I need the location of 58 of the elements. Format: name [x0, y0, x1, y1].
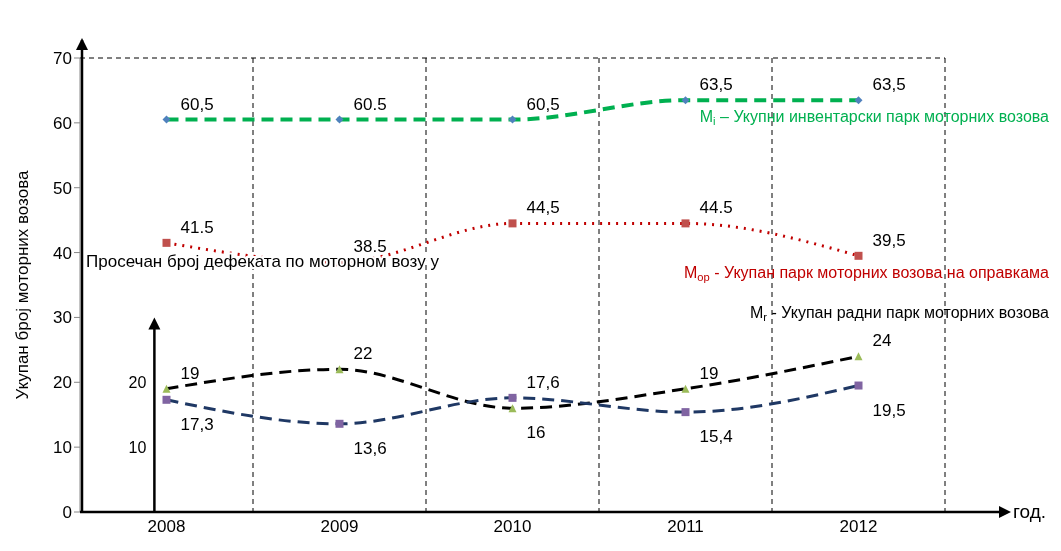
data-label: 16 [526, 423, 546, 443]
point [162, 238, 171, 247]
data-label: 24 [872, 331, 892, 351]
y-tick-label: 60 [53, 113, 72, 133]
data-label: 22 [353, 344, 373, 364]
point [508, 404, 517, 413]
x-tick-label: 2010 [493, 517, 532, 537]
data-label: 60,5 [526, 94, 560, 114]
x-tick-label: 2009 [320, 517, 359, 537]
point [508, 115, 517, 124]
data-label: 17,3 [180, 414, 214, 434]
data-label: 60,5 [180, 94, 214, 114]
point [681, 96, 690, 105]
data-label: 13,6 [353, 438, 387, 458]
data-label: 15,4 [699, 427, 733, 447]
data-label: 63,5 [699, 75, 733, 95]
x-tick-label: 2008 [147, 517, 186, 537]
point [854, 251, 863, 260]
y2-tick-label: 20 [128, 374, 147, 392]
y-tick-label: 10 [53, 438, 72, 458]
point [162, 395, 171, 404]
y-tick-label: 50 [53, 178, 72, 198]
series-label: M$_{op}$ - Укупан парк моторних возова на оправкама [683, 263, 1050, 283]
point [335, 115, 344, 124]
point [681, 219, 690, 228]
point [508, 219, 517, 228]
point [681, 384, 690, 393]
x-axis-title: год. [1013, 501, 1047, 522]
text: M$_{r}$ - Укупан радни парк моторних возова [749, 304, 1050, 324]
data-label: 39,5 [872, 230, 906, 250]
y-tick-label: 30 [53, 308, 72, 328]
y-tick-label: 20 [53, 373, 72, 393]
point [335, 419, 344, 428]
data-label: 44.5 [699, 198, 733, 218]
data-label: 19,5 [872, 400, 906, 420]
data-label: 44,5 [526, 198, 560, 218]
y-tick-label: 0 [62, 503, 72, 523]
y-tick-label: 70 [53, 49, 72, 69]
data-label: 17,6 [526, 372, 560, 392]
y-axis-title: Укупан број моторних возова [13, 170, 32, 400]
x-tick-label: 2011 [667, 517, 704, 537]
point [508, 393, 517, 402]
point [162, 384, 171, 393]
data-label: 41.5 [180, 217, 214, 237]
y2-tick-label: 10 [128, 439, 147, 457]
data-label: 19 [699, 363, 719, 383]
y-tick-label: 40 [53, 243, 72, 263]
data-label: 60.5 [353, 94, 387, 114]
point [854, 352, 863, 361]
point [335, 365, 344, 374]
point [681, 408, 690, 417]
x-tick-label: 2012 [839, 517, 878, 537]
point [854, 96, 863, 105]
series-label: M$_{i}$ – Укупни инвентарски парк моторних возова [699, 108, 1050, 127]
data-label: 63,5 [872, 75, 906, 95]
point [162, 115, 171, 124]
point [854, 381, 863, 390]
data-label: 19 [180, 363, 200, 383]
